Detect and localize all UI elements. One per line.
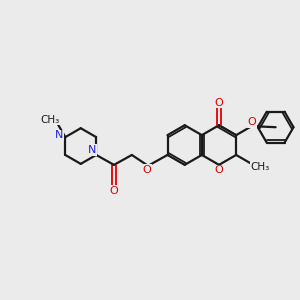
Text: N: N: [55, 130, 64, 140]
Text: O: O: [214, 98, 224, 108]
Text: CH₃: CH₃: [40, 115, 60, 124]
Text: O: O: [248, 117, 256, 127]
Text: N: N: [88, 145, 96, 155]
Text: O: O: [142, 165, 151, 175]
Text: O: O: [110, 186, 118, 196]
Text: CH₃: CH₃: [250, 162, 270, 172]
Text: O: O: [214, 165, 224, 175]
